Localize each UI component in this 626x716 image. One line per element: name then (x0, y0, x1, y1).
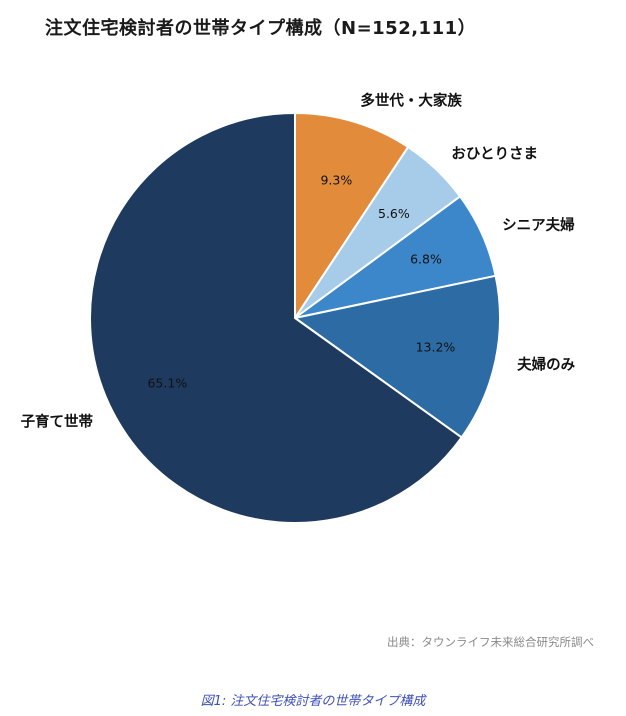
chart-title: 注文住宅検討者の世帯タイプ構成（N=152,111） (45, 18, 477, 39)
pie-percent-label-3: 13.2% (416, 340, 456, 355)
pie-category-label-4: 子育て世帯 (21, 413, 94, 431)
pie-percent-label-2: 6.8% (410, 251, 442, 266)
figure-caption: 図1: 注文住宅検討者の世帯タイプ構成 (200, 694, 426, 709)
pie-percent-label-0: 9.3% (320, 173, 352, 188)
pie-category-label-2: シニア夫婦 (502, 216, 575, 234)
pie-percent-label-1: 5.6% (378, 206, 410, 221)
pie-slice-4 (89, 112, 463, 524)
source-note: 出典：タウンライフ未来総合研究所調べ (387, 635, 594, 649)
pie-category-label-1: おひとりさま (451, 146, 538, 163)
pie-slice-0 (294, 112, 410, 319)
pie-category-label-0: 多世代・大家族 (360, 92, 462, 110)
pie-slice-3 (294, 274, 501, 439)
pie-percent-label-4: 65.1% (147, 376, 187, 391)
pie-category-label-3: 夫婦のみ (517, 356, 575, 374)
